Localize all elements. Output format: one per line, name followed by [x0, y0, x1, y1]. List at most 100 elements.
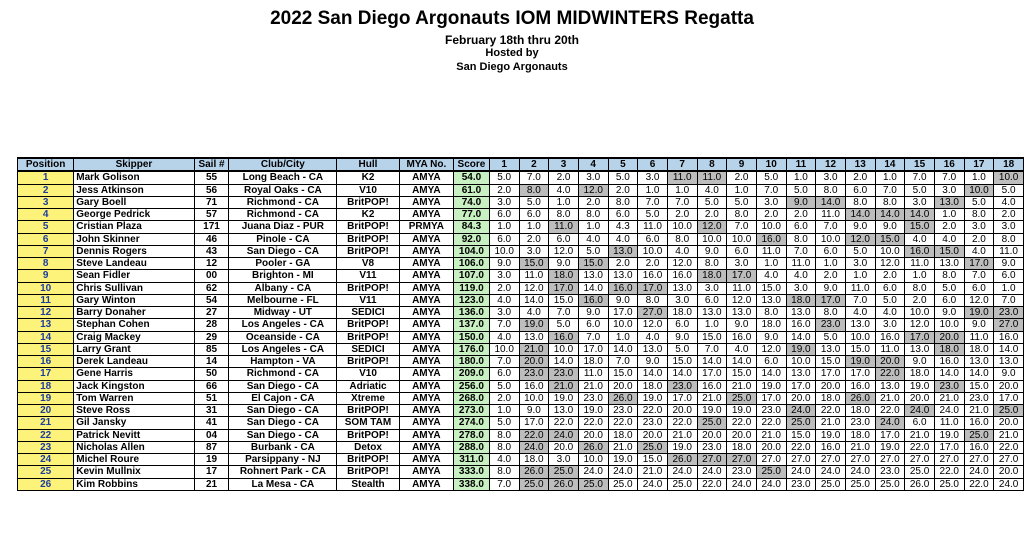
column-header: 8: [696, 157, 728, 172]
skipper-cell: Jess Atkinson: [73, 183, 195, 197]
sail-number-cell: 56: [193, 183, 230, 197]
race-score-cell: 4.0: [607, 232, 639, 246]
score-cell: 123.0: [453, 293, 490, 308]
race-score-cell: 19.0: [577, 403, 609, 418]
score-cell: 84.3: [453, 220, 490, 234]
race-score-cell: 21.0: [904, 428, 935, 442]
race-score-cell: 4.0: [963, 244, 995, 259]
race-score-cell: 2.0: [488, 281, 520, 295]
skipper-cell: Cristian Plaza: [73, 220, 195, 234]
race-score-cell: 23.0: [815, 318, 846, 332]
race-score-cell: 6.0: [488, 367, 520, 381]
race-score-cell: 1.0: [904, 269, 935, 283]
mya-number-cell: AMYA: [398, 293, 455, 308]
race-score-cell: 12.0: [696, 220, 728, 234]
race-score-cell: 14.0: [904, 207, 935, 222]
mya-number-cell: AMYA: [398, 281, 455, 295]
column-header: 11: [785, 157, 817, 172]
table-row: 18 Jack Kingston 66 San Diego - CA Adriatic A…: [16, 379, 1024, 393]
race-score-cell: 7.0: [518, 170, 550, 185]
race-score-cell: 10.0: [637, 244, 668, 259]
race-score-cell: 8.0: [933, 269, 965, 283]
race-score-cell: 3.0: [933, 183, 965, 197]
race-score-cell: 2.0: [488, 391, 520, 406]
race-score-cell: 20.0: [696, 428, 728, 442]
race-score-cell: 27.0: [874, 452, 906, 467]
race-score-cell: 6.0: [637, 232, 668, 246]
race-score-cell: 6.0: [904, 416, 935, 430]
race-score-cell: 6.0: [607, 207, 639, 222]
race-score-cell: 20.0: [666, 403, 698, 418]
race-score-cell: 3.0: [815, 170, 846, 185]
race-score-cell: 7.0: [696, 342, 728, 357]
race-score-cell: 18.0: [726, 440, 757, 455]
race-score-cell: 22.0: [637, 403, 668, 418]
race-score-cell: 15.0: [607, 367, 639, 381]
race-score-cell: 15.0: [726, 367, 757, 381]
race-score-cell: 20.0: [548, 440, 579, 455]
race-score-cell: 24.0: [963, 465, 995, 479]
table-row: 3 Gary Boell 71 Richmond - CA BritPOP! AMYA 74…: [16, 195, 1024, 210]
race-score-cell: 17.0: [815, 367, 846, 381]
race-score-cell: 8.0: [548, 207, 579, 222]
race-score-cell: 13.0: [815, 342, 846, 357]
race-score-cell: 23.0: [963, 391, 995, 406]
position-cell: 13: [16, 318, 75, 332]
race-score-cell: 10.0: [577, 452, 609, 467]
race-score-cell: 11.0: [755, 244, 787, 259]
race-score-cell: 7.0: [993, 293, 1024, 308]
sail-number-cell: 12: [193, 256, 230, 271]
race-score-cell: 5.0: [993, 183, 1024, 197]
race-score-cell: 16.0: [904, 244, 935, 259]
race-score-cell: 12.0: [963, 293, 995, 308]
table-row: 20 Steve Ross 31 San Diego - CA BritPOP! AMYA…: [16, 403, 1024, 418]
race-score-cell: 3.0: [488, 195, 520, 210]
race-score-cell: 6.0: [874, 281, 906, 295]
race-score-cell: 13.0: [874, 379, 906, 393]
hull-cell: V10: [336, 367, 400, 381]
hull-cell: BritPOP!: [336, 354, 400, 369]
position-cell: 10: [16, 281, 75, 295]
race-score-cell: 14.0: [993, 342, 1024, 357]
skipper-cell: Dennis Rogers: [73, 244, 195, 259]
race-score-cell: 21.0: [963, 403, 995, 418]
race-score-cell: 19.0: [518, 318, 550, 332]
hull-cell: BritPOP!: [336, 318, 400, 332]
race-score-cell: 3.0: [963, 220, 995, 234]
race-score-cell: 12.0: [874, 256, 906, 271]
score-cell: 119.0: [453, 281, 490, 295]
sail-number-cell: 55: [193, 170, 230, 185]
race-score-cell: 24.0: [785, 465, 817, 479]
race-score-cell: 16.0: [548, 330, 579, 344]
race-score-cell: 8.0: [785, 232, 817, 246]
race-score-cell: 25.0: [637, 440, 668, 455]
race-score-cell: 25.0: [755, 465, 787, 479]
race-score-cell: 4.0: [548, 183, 579, 197]
race-score-cell: 17.0: [785, 379, 817, 393]
table-row: 14 Craig Mackey 29 Oceanside - CA BritPOP! AM…: [16, 330, 1024, 344]
score-cell: 106.0: [453, 256, 490, 271]
race-score-cell: 11.0: [518, 269, 550, 283]
race-score-cell: 17.0: [607, 305, 639, 320]
skipper-cell: Chris Sullivan: [73, 281, 195, 295]
position-cell: 17: [16, 367, 75, 381]
skipper-cell: Gary Boell: [73, 195, 195, 210]
sail-number-cell: 57: [193, 207, 230, 222]
race-score-cell: 1.0: [963, 170, 995, 185]
hull-cell: SEDICI: [336, 342, 400, 357]
race-score-cell: 17.0: [874, 428, 906, 442]
race-score-cell: 15.0: [904, 220, 935, 234]
race-score-cell: 17.0: [815, 293, 846, 308]
club-city-cell: Oceanside - CA: [228, 330, 338, 344]
race-score-cell: 14.0: [933, 367, 965, 381]
sail-number-cell: 27: [193, 305, 230, 320]
race-score-cell: 17.0: [548, 281, 579, 295]
hosted-by-label: Hosted by: [485, 47, 539, 59]
race-score-cell: 9.0: [874, 220, 906, 234]
race-score-cell: 24.0: [607, 465, 639, 479]
race-score-cell: 17.0: [755, 391, 787, 406]
race-score-cell: 12.0: [548, 244, 579, 259]
race-score-cell: 27.0: [963, 452, 995, 467]
race-score-cell: 22.0: [607, 416, 639, 430]
race-score-cell: 7.0: [548, 305, 579, 320]
